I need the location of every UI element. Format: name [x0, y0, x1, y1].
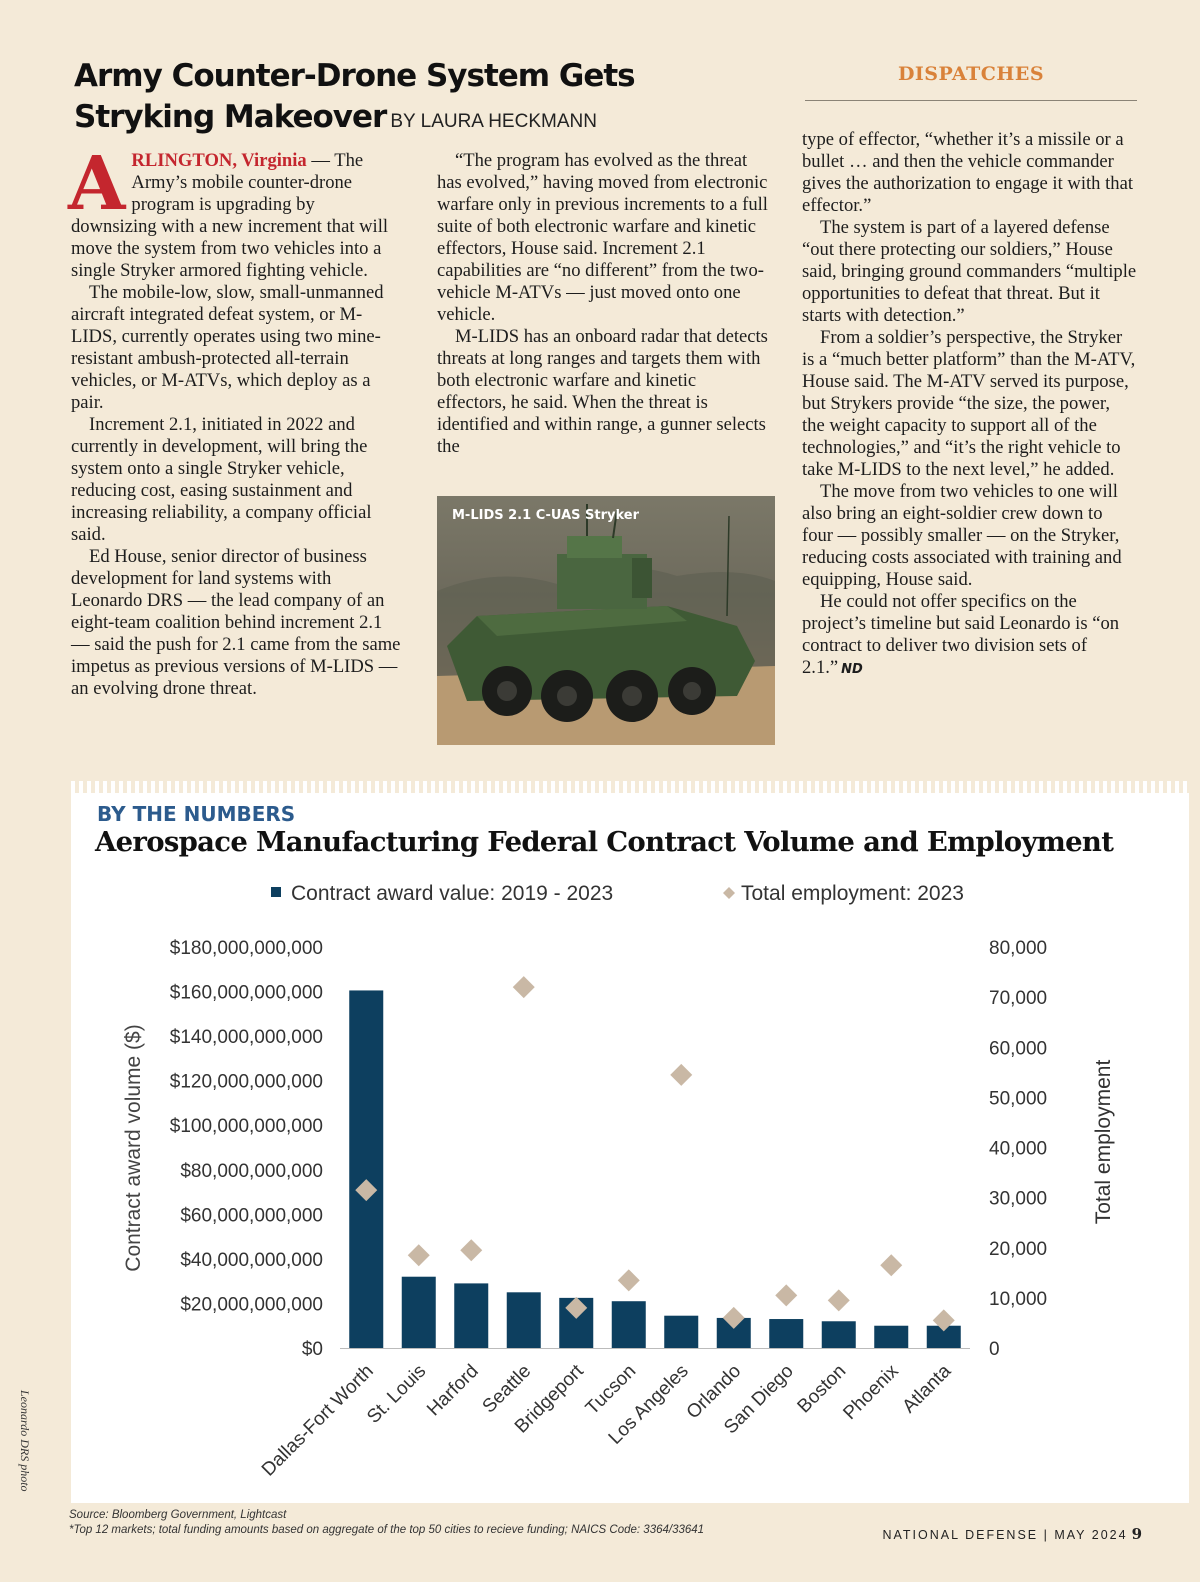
chart-source: Source: Bloomberg Government, Lightcast …	[69, 1508, 704, 1538]
employment-point	[932, 1309, 955, 1332]
issue-date: MAY 2024	[1054, 1528, 1128, 1542]
dateline: RLINGTON, Virginia	[131, 150, 307, 171]
photo-credit: Leonardo DRS photo	[18, 1390, 32, 1492]
headline-line-2-text: Stryking Makeover	[74, 99, 387, 135]
paragraph: He could not offer specifics on the proj…	[802, 591, 1137, 681]
y-tick-left: $180,000,000,000	[170, 938, 323, 959]
chart-title: Aerospace Manufacturing Federal Contract…	[95, 826, 1114, 858]
y-tick-left: $80,000,000,000	[180, 1161, 323, 1182]
paragraph: Ed House, senior director of business de…	[71, 546, 401, 699]
article-headline: Army Counter-Drone System Gets Stryking …	[74, 56, 754, 142]
employment-point	[512, 976, 535, 999]
page-folio: NATIONAL DEFENSE | MAY 2024 9	[880, 1525, 1142, 1543]
employment-point	[407, 1244, 430, 1267]
x-tick-label: Phoenix	[839, 1360, 903, 1424]
stryker-vehicle-illustration	[437, 504, 775, 745]
section-label: DISPATCHES	[897, 63, 1045, 85]
employment-point	[880, 1254, 903, 1277]
y-tick-right: 0	[989, 1339, 1000, 1360]
y-tick-right: 70,000	[989, 988, 1047, 1009]
y-tick-left: $140,000,000,000	[170, 1027, 323, 1048]
paragraph: type of effector, “whether it’s a missil…	[802, 129, 1133, 216]
employment-point	[460, 1239, 483, 1262]
y-tick-right: 50,000	[989, 1088, 1047, 1109]
paragraph: The system is part of a layered defense …	[802, 217, 1137, 326]
dashed-divider	[71, 781, 1189, 793]
bar	[506, 1292, 541, 1348]
x-tick-label: Atlanta	[899, 1360, 956, 1417]
article-column-3: type of effector, “whether it’s a missil…	[802, 129, 1137, 681]
publication-name: NATIONAL DEFENSE	[882, 1528, 1039, 1542]
paragraph: The mobile-low, slow, small-unmanned air…	[71, 282, 384, 413]
article-column-1: A RLINGTON, Virginia — The Army’s mobile …	[68, 141, 403, 700]
y-axis-label-right: Total employment	[1092, 1060, 1115, 1225]
employment-point	[775, 1284, 798, 1307]
y-tick-right: 60,000	[989, 1038, 1047, 1059]
legend-marker-bars	[271, 887, 281, 897]
y-tick-right: 30,000	[989, 1189, 1047, 1210]
y-tick-left: $100,000,000,000	[170, 1116, 323, 1137]
paragraph-text: — The Army’s mobile counter-drone progra…	[71, 150, 389, 281]
legend-label-employment: Total employment: 2023	[741, 882, 964, 905]
y-tick-left: $40,000,000,000	[180, 1250, 323, 1271]
y-tick-left: $160,000,000,000	[170, 983, 323, 1004]
paragraph: The move from two vehicles to one will a…	[802, 481, 1122, 590]
photo-caption: M-LIDS 2.1 C-UAS Stryker	[452, 508, 640, 523]
bar	[349, 990, 384, 1348]
chart-panel	[71, 793, 1189, 1503]
chart-kicker: BY THE NUMBERS	[97, 802, 296, 826]
employment-point	[617, 1269, 640, 1292]
paragraph: From a soldier’s perspective, the Stryke…	[802, 327, 1136, 480]
x-tick-label: Harford	[423, 1361, 483, 1421]
employment-point	[722, 1306, 745, 1329]
headline-line-1: Army Counter-Drone System Gets	[74, 58, 636, 94]
legend-label-bars: Contract award value: 2019 - 2023	[291, 882, 613, 905]
x-tick-label: St. Louis	[363, 1361, 430, 1428]
headline-line-2: Stryking Makeover BY LAURA HECKMANN	[74, 97, 754, 142]
paragraph: “The program has evolved as the threat h…	[437, 150, 768, 325]
employment-point	[355, 1179, 378, 1202]
y-tick-left: $120,000,000,000	[170, 1072, 323, 1093]
drop-cap: A	[68, 141, 126, 227]
y-tick-right: 40,000	[989, 1139, 1047, 1160]
byline: BY LAURA HECKMANN	[390, 111, 597, 132]
bar	[926, 1325, 961, 1348]
employment-point	[827, 1289, 850, 1312]
article-column-2: “The program has evolved as the threat h…	[437, 150, 769, 458]
y-tick-right: 80,000	[989, 938, 1047, 959]
y-tick-right: 20,000	[989, 1239, 1047, 1260]
bar	[664, 1315, 699, 1348]
footnote-line: *Top 12 markets; total funding amounts b…	[69, 1524, 705, 1536]
y-tick-left: $20,000,000,000	[180, 1294, 323, 1315]
y-tick-right: 10,000	[989, 1289, 1047, 1310]
end-mark: ND	[841, 662, 863, 677]
folio-separator: |	[1043, 1528, 1049, 1542]
y-axis-label-left: Contract award volume ($)	[122, 1024, 145, 1271]
employment-point	[565, 1296, 588, 1319]
paragraph: M-LIDS has an onboard radar that detects…	[437, 326, 768, 457]
legend-marker-employment	[723, 887, 735, 899]
stryker-photo: M-LIDS 2.1 C-UAS Stryker	[437, 496, 775, 745]
source-line: Source: Bloomberg Government, Lightcast	[69, 1509, 287, 1521]
bar	[821, 1321, 856, 1348]
page-number: 9	[1131, 1525, 1142, 1543]
y-tick-left: $60,000,000,000	[180, 1205, 323, 1226]
bar	[611, 1301, 646, 1348]
paragraph: A RLINGTON, Virginia — The Army’s mobile …	[68, 141, 403, 282]
bar	[769, 1319, 804, 1348]
bar	[454, 1283, 489, 1348]
bar	[874, 1325, 909, 1348]
paragraph-text: He could not offer specifics on the proj…	[802, 591, 1120, 678]
x-tick-label: Dallas-Fort Worth	[258, 1361, 378, 1481]
section-rule	[805, 100, 1137, 101]
y-tick-left: $0	[302, 1339, 323, 1360]
employment-point	[670, 1063, 693, 1086]
paragraph: Increment 2.1, initiated in 2022 and cur…	[71, 414, 372, 545]
bar	[401, 1276, 436, 1348]
